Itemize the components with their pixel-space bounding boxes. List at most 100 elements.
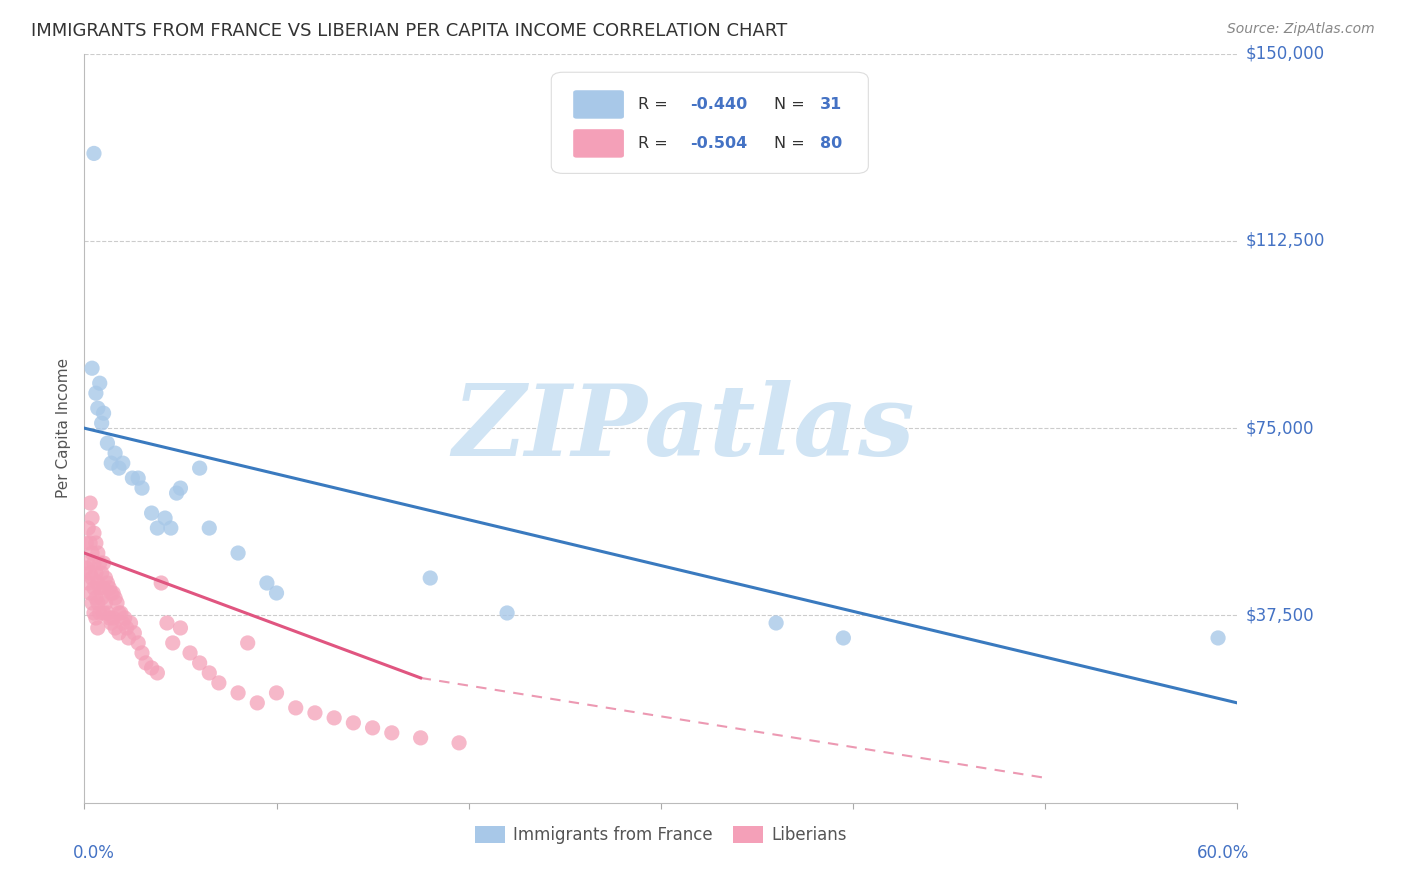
Point <box>127 471 149 485</box>
Point <box>80 546 103 560</box>
Text: -0.504: -0.504 <box>690 136 747 151</box>
Point <box>111 615 134 630</box>
Point <box>110 606 132 620</box>
Point <box>127 636 149 650</box>
Text: 60.0%: 60.0% <box>1197 844 1249 862</box>
Point <box>77 556 100 570</box>
Point <box>169 481 191 495</box>
Point <box>323 711 346 725</box>
Point <box>121 471 143 485</box>
Point <box>87 596 110 610</box>
Point <box>131 481 153 495</box>
Point <box>150 576 173 591</box>
Point <box>90 416 112 430</box>
Text: IMMIGRANTS FROM FRANCE VS LIBERIAN PER CAPITA INCOME CORRELATION CHART: IMMIGRANTS FROM FRANCE VS LIBERIAN PER C… <box>31 22 787 40</box>
Point <box>79 566 101 580</box>
Point <box>103 611 124 625</box>
Point <box>93 556 115 570</box>
Point <box>153 511 176 525</box>
Text: $37,500: $37,500 <box>1246 607 1315 624</box>
Point <box>90 566 112 580</box>
Text: $112,500: $112,500 <box>1246 232 1324 250</box>
Point <box>104 621 127 635</box>
Legend: Immigrants from France, Liberians: Immigrants from France, Liberians <box>468 819 853 851</box>
Point <box>104 591 127 605</box>
Point <box>80 596 103 610</box>
Point <box>765 615 787 630</box>
Point <box>87 546 110 560</box>
Text: -0.440: -0.440 <box>690 97 747 112</box>
Point <box>77 576 100 591</box>
FancyBboxPatch shape <box>574 129 624 158</box>
Point <box>169 621 191 635</box>
Point <box>96 576 118 591</box>
Point <box>141 661 163 675</box>
Point <box>108 461 131 475</box>
Point <box>449 736 471 750</box>
Point <box>75 536 97 550</box>
Point <box>89 376 111 391</box>
Point <box>100 586 122 600</box>
Point <box>93 606 115 620</box>
Point <box>236 636 259 650</box>
Point <box>284 701 307 715</box>
Text: ZIPatlas: ZIPatlas <box>453 380 915 476</box>
Point <box>93 581 115 595</box>
Point <box>93 406 115 420</box>
Point <box>166 486 188 500</box>
Point <box>100 615 122 630</box>
Point <box>89 581 111 595</box>
Point <box>160 521 183 535</box>
Point <box>98 581 121 595</box>
Point <box>246 696 269 710</box>
Point <box>87 401 110 416</box>
Point <box>75 561 97 575</box>
Text: $150,000: $150,000 <box>1246 45 1324 62</box>
Point <box>79 536 101 550</box>
Point <box>84 386 107 401</box>
FancyBboxPatch shape <box>551 72 869 173</box>
Text: 80: 80 <box>820 136 842 151</box>
Point <box>108 606 131 620</box>
Point <box>83 146 105 161</box>
Point <box>83 581 105 595</box>
Text: Source: ZipAtlas.com: Source: ZipAtlas.com <box>1227 22 1375 37</box>
Point <box>146 521 169 535</box>
Text: R =: R = <box>638 97 672 112</box>
Point <box>188 461 211 475</box>
Point <box>84 536 107 550</box>
Point <box>89 556 111 570</box>
Point <box>117 631 139 645</box>
Point <box>1206 631 1229 645</box>
Point <box>226 686 249 700</box>
Point <box>198 665 221 680</box>
Point <box>79 586 101 600</box>
Text: N =: N = <box>773 97 810 112</box>
Point <box>120 615 142 630</box>
Point <box>156 615 179 630</box>
Point <box>84 611 107 625</box>
Point <box>409 731 432 745</box>
Text: 31: 31 <box>820 97 842 112</box>
Point <box>135 656 157 670</box>
Point <box>198 521 221 535</box>
Point <box>87 576 110 591</box>
Point <box>98 611 121 625</box>
Point <box>256 576 278 591</box>
Point <box>111 456 134 470</box>
Point <box>83 606 105 620</box>
Point <box>80 361 103 376</box>
Point <box>361 721 384 735</box>
Point <box>96 436 118 450</box>
Text: 0.0%: 0.0% <box>73 844 115 862</box>
Point <box>83 556 105 570</box>
Point <box>80 511 103 525</box>
Point <box>84 591 107 605</box>
Point <box>381 726 404 740</box>
Point <box>188 656 211 670</box>
Point <box>89 606 111 620</box>
Point <box>87 621 110 635</box>
Y-axis label: Per Capita Income: Per Capita Income <box>56 358 72 499</box>
Point <box>96 606 118 620</box>
Point <box>79 496 101 510</box>
